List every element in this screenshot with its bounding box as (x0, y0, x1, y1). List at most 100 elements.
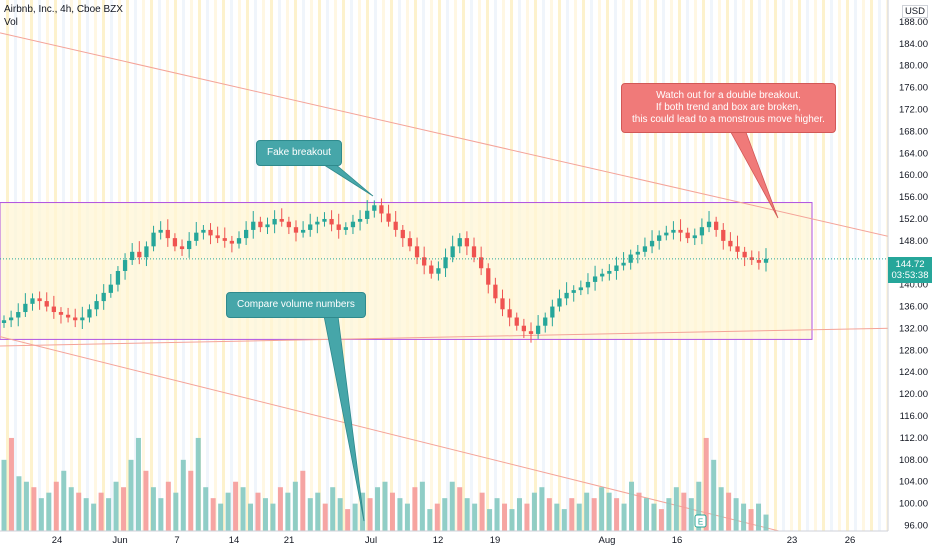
volume-bar[interactable] (606, 492, 612, 531)
candle-body[interactable] (329, 218, 334, 225)
volume-bar[interactable] (352, 503, 358, 531)
candle-body[interactable] (272, 218, 277, 225)
volume-bar[interactable] (195, 437, 201, 531)
candle-body[interactable] (528, 331, 534, 334)
candle-body[interactable] (308, 224, 313, 230)
candle-body[interactable] (464, 238, 470, 247)
candle-body[interactable] (685, 232, 690, 239)
candle-body[interactable] (692, 235, 697, 239)
volume-bar[interactable] (599, 487, 605, 531)
volume-bar[interactable] (76, 492, 82, 531)
volume-bar[interactable] (479, 492, 485, 531)
candle-body[interactable] (600, 273, 605, 277)
volume-bar[interactable] (404, 503, 410, 531)
candle-body[interactable] (30, 298, 35, 304)
candle-body[interactable] (535, 325, 541, 334)
candle-body[interactable] (172, 238, 178, 247)
candle-body[interactable] (130, 251, 135, 261)
volume-bar[interactable] (502, 503, 508, 531)
volume-bar[interactable] (165, 481, 171, 531)
volume-bar[interactable] (636, 492, 642, 531)
candle-body[interactable] (194, 232, 199, 241)
candle-body[interactable] (699, 227, 705, 236)
candle-body[interactable] (300, 229, 306, 233)
candle-body[interactable] (51, 306, 56, 313)
candle-body[interactable] (16, 312, 21, 318)
volume-bar[interactable] (233, 481, 239, 531)
volume-bar[interactable] (397, 498, 403, 531)
volume-bar[interactable] (285, 492, 291, 531)
time-axis[interactable] (0, 531, 932, 550)
candle-body[interactable] (158, 229, 163, 233)
candle-body[interactable] (350, 221, 356, 228)
fake-breakout-callout[interactable]: Fake breakout (256, 140, 342, 166)
lower-trendline[interactable] (0, 326, 932, 347)
candle-body[interactable] (479, 257, 484, 269)
candle-body[interactable] (179, 246, 185, 250)
currency-label[interactable]: USD (901, 5, 928, 18)
volume-bar[interactable] (733, 498, 739, 531)
volume-bar[interactable] (180, 459, 186, 531)
candle-body[interactable] (243, 229, 249, 239)
volume-bar[interactable] (113, 481, 119, 531)
candle-body[interactable] (108, 284, 113, 293)
candle-body[interactable] (706, 221, 712, 228)
candle-body[interactable] (87, 309, 92, 318)
volume-bar[interactable] (464, 498, 470, 531)
volume-bar[interactable] (546, 498, 552, 531)
volume-bar[interactable] (584, 492, 590, 531)
candle-body[interactable] (222, 238, 227, 241)
candle-body[interactable] (365, 210, 370, 219)
candle-body[interactable] (115, 270, 121, 285)
candle-body[interactable] (457, 238, 462, 247)
volume-bar[interactable] (591, 498, 597, 531)
candle-body[interactable] (507, 309, 512, 318)
candle-body[interactable] (151, 232, 156, 247)
volume-bar[interactable] (696, 481, 702, 531)
volume-bar[interactable] (367, 498, 373, 531)
volume-bar[interactable] (300, 470, 306, 531)
candle-body[interactable] (657, 235, 662, 241)
upper-trendline[interactable] (0, 32, 932, 247)
candle-body[interactable] (585, 281, 591, 288)
candle-body[interactable] (236, 238, 242, 244)
volume-bar[interactable] (658, 509, 664, 531)
volume-bar[interactable] (673, 487, 679, 531)
candle-body[interactable] (400, 229, 405, 239)
candle-body[interactable] (471, 246, 477, 258)
candle-body[interactable] (422, 257, 427, 266)
earnings-marker[interactable] (694, 514, 707, 528)
volume-bar[interactable] (98, 492, 104, 531)
volume-bar[interactable] (666, 498, 672, 531)
candle-body[interactable] (742, 251, 747, 258)
candle-body[interactable] (664, 232, 669, 236)
candle-body[interactable] (564, 292, 569, 299)
volume-bar[interactable] (143, 470, 149, 531)
candle-body[interactable] (414, 246, 420, 258)
candle-body[interactable] (486, 268, 491, 285)
volume-bar[interactable] (614, 498, 620, 531)
volume-bar[interactable] (61, 470, 67, 531)
volume-bar[interactable] (487, 509, 493, 531)
volume-bar[interactable] (726, 492, 732, 531)
volume-bar[interactable] (337, 498, 343, 531)
candle-body[interactable] (749, 257, 754, 261)
candle-body[interactable] (286, 221, 291, 228)
volume-bar[interactable] (756, 503, 762, 531)
candle-body[interactable] (251, 221, 256, 230)
volume-bar[interactable] (629, 481, 635, 531)
candle-body[interactable] (94, 301, 99, 310)
candle-body[interactable] (450, 246, 455, 258)
volume-bar[interactable] (494, 498, 500, 531)
volume-bar[interactable] (277, 487, 283, 531)
candle-body[interactable] (614, 265, 619, 271)
volume-bar[interactable] (46, 492, 52, 531)
volume-bar[interactable] (106, 498, 112, 531)
range-box[interactable] (0, 202, 813, 340)
candle-body[interactable] (187, 240, 192, 250)
candle-body[interactable] (23, 303, 28, 313)
candle-body[interactable] (607, 270, 612, 274)
candle-body[interactable] (80, 317, 85, 321)
candle-body[interactable] (550, 306, 555, 318)
volume-bar[interactable] (121, 487, 127, 531)
